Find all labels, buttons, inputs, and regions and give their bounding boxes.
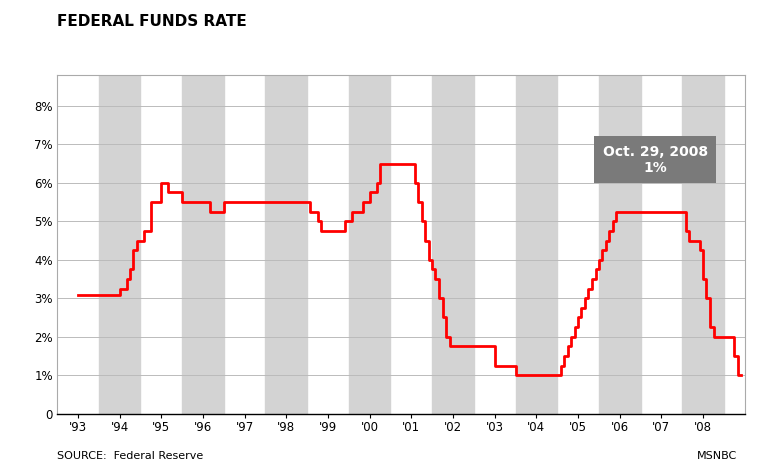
Text: FEDERAL FUNDS RATE: FEDERAL FUNDS RATE [57, 14, 247, 29]
Text: Oct. 29, 2008
1%: Oct. 29, 2008 1% [603, 145, 708, 175]
Text: SOURCE:  Federal Reserve: SOURCE: Federal Reserve [57, 451, 203, 461]
Bar [182, 75, 223, 414]
Bar [515, 75, 557, 414]
Bar [682, 75, 724, 414]
Bar [432, 75, 473, 414]
Bar [265, 75, 307, 414]
Bar [99, 75, 141, 414]
Bar [599, 75, 641, 414]
Bar [349, 75, 391, 414]
Text: MSNBC: MSNBC [697, 451, 737, 461]
